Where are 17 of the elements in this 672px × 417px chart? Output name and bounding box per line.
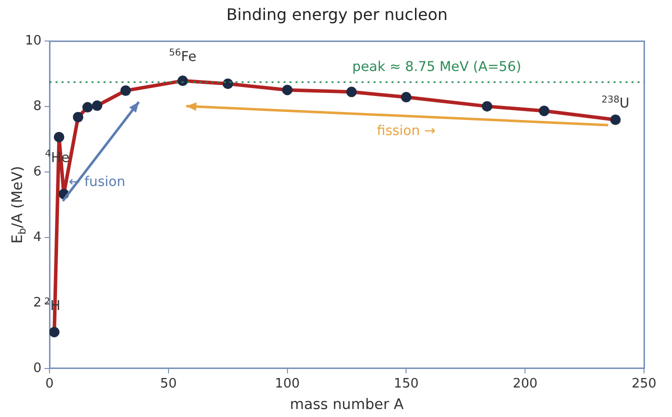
y-tick-label: 10 — [24, 34, 42, 49]
y-tick-label: 8 — [33, 99, 42, 114]
y-tick-label: 6 — [33, 164, 42, 180]
y-tick-label: 0 — [33, 360, 42, 376]
x-tick-label: 150 — [394, 376, 419, 392]
x-tick-label: 0 — [45, 376, 54, 392]
ref-line-label: peak ≈ 8.75 MeV (A=56) — [352, 59, 522, 76]
y-axis-title: Eb/A (MeV) — [10, 166, 29, 244]
x-tick-label: 200 — [512, 376, 538, 392]
chart-title: Binding energy per nucleon — [226, 4, 448, 24]
x-tick-label: 250 — [632, 376, 656, 392]
x-tick-label: 50 — [160, 376, 177, 392]
annotation: fission → — [376, 123, 436, 140]
y-tick-label: 4 — [33, 230, 42, 245]
x-tick-label: 100 — [274, 376, 300, 392]
x-axis-title: mass number A — [290, 397, 404, 413]
y-tick-label: 2 — [33, 295, 42, 310]
